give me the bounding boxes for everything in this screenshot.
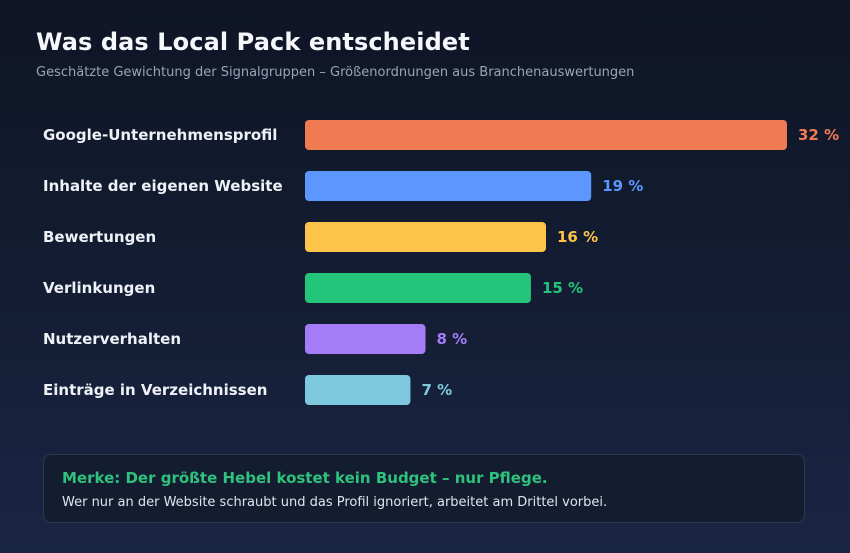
value-label: 32 % (798, 126, 839, 144)
bar-chart: Google-Unternehmensprofil 32 % Inhalte der… (43, 120, 839, 405)
category-label: Einträge in Verzeichnissen (43, 381, 267, 399)
bar (305, 120, 787, 150)
value-label: 16 % (557, 228, 598, 246)
value-label: 7 % (421, 381, 452, 399)
bar (305, 375, 411, 405)
category-label: Nutzerverhalten (43, 330, 181, 348)
chart-title: Was das Local Pack entscheidet (36, 28, 470, 56)
chart-subtitle: Geschätzte Gewichtung der Signalgruppen … (36, 65, 635, 80)
category-label: Verlinkungen (43, 279, 155, 297)
bar (305, 222, 546, 252)
bar (305, 324, 426, 354)
bar (305, 171, 592, 201)
value-label: 15 % (542, 279, 583, 297)
takeaway-box: Merke: Der größte Hebel kostet kein Budg… (43, 454, 805, 523)
bar (305, 273, 531, 303)
takeaway-title: Merke: Der größte Hebel kostet kein Budg… (62, 469, 548, 487)
takeaway-text: Wer nur an der Website schraubt und das … (62, 495, 608, 510)
value-label: 8 % (437, 330, 468, 348)
category-label: Bewertungen (43, 228, 156, 246)
category-label: Inhalte der eigenen Website (43, 177, 283, 195)
category-label: Google-Unternehmensprofil (43, 126, 277, 144)
value-label: 19 % (602, 177, 643, 195)
